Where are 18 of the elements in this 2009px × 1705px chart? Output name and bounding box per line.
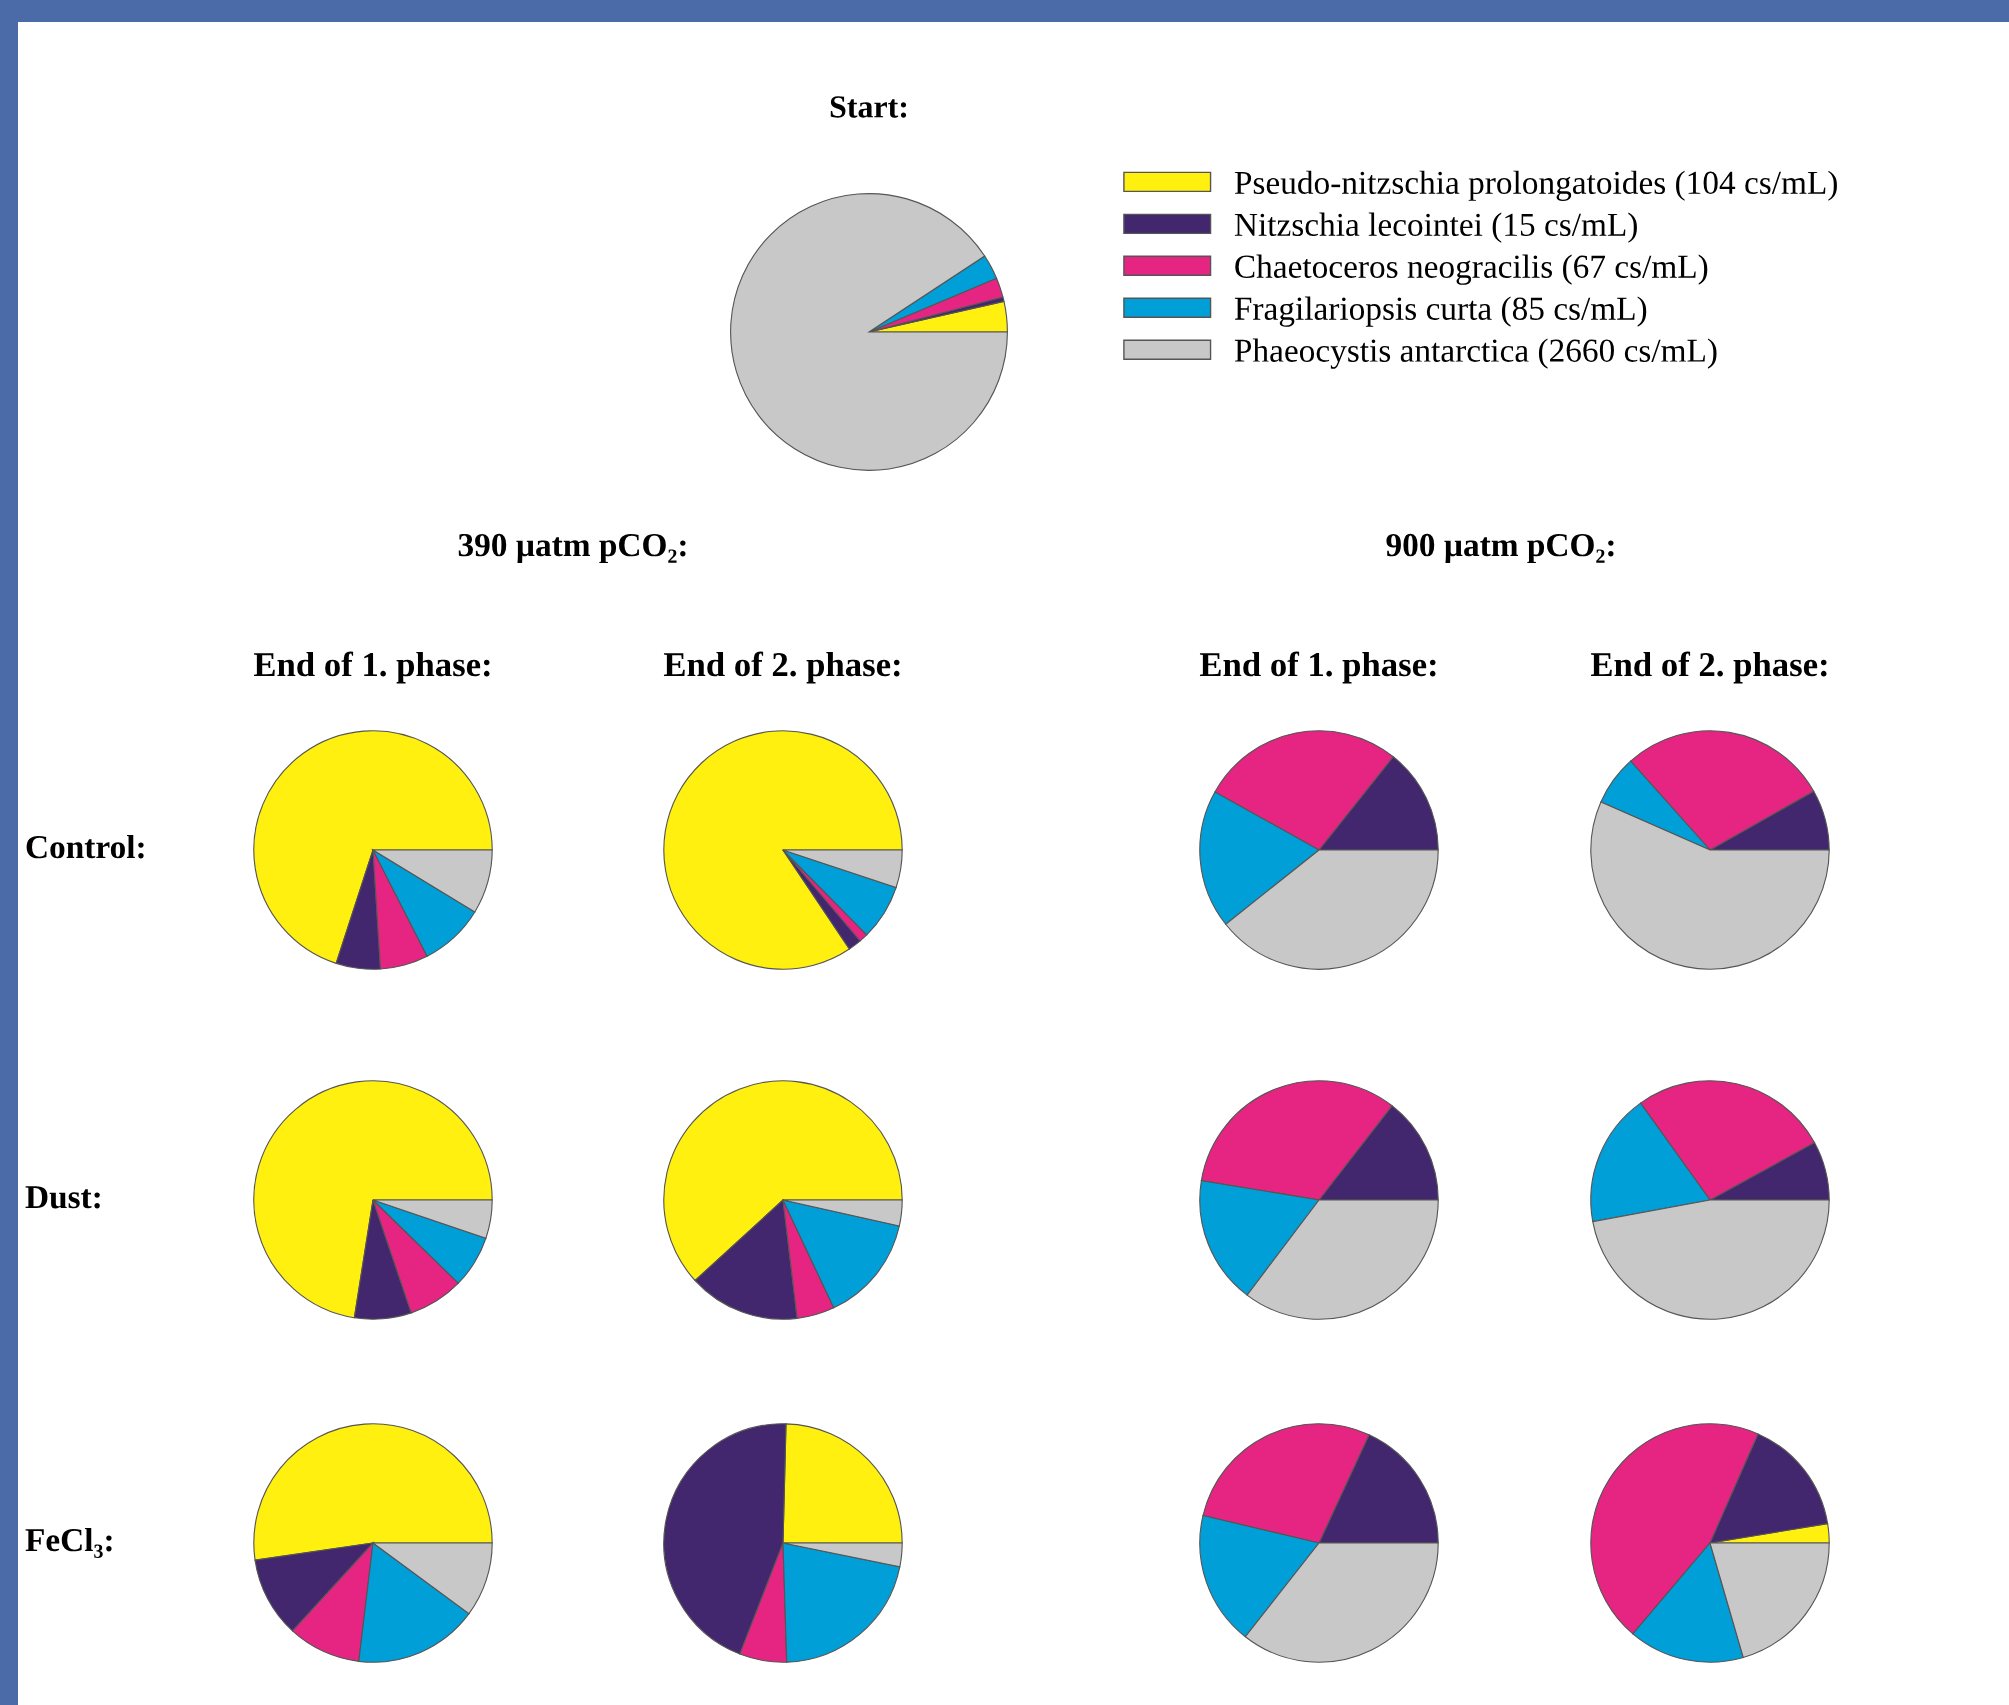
chart-title: Start: [830, 96, 907, 118]
pie-slice [663, 730, 903, 970]
legend-label: Fragilariopsis curta (85 cs/mL) [1234, 296, 1647, 327]
text: 900 µatm pCO₂: [1386, 533, 1614, 564]
legend-label: Pseudo-nitzschia prolongatoides (104 cs/mL) [1234, 170, 1837, 201]
chart-title: End of 2. phase: [1590, 651, 1827, 684]
pie-slice [253, 1080, 493, 1319]
chart-title: End of 1. phase: [253, 651, 490, 684]
text: FeCl₃: [25, 1527, 112, 1558]
chart-title: End of 2. phase: [663, 651, 900, 684]
legend-label: Chaetoceros neogracilis (67 cs/mL) [1235, 254, 1708, 285]
legend-label: Phaeocystis antarctica (2660 cs/mL) [1234, 338, 1717, 369]
chart-title: End of 1. phase: [1199, 651, 1436, 684]
pie-slice [730, 193, 1008, 471]
text: 390 µatm pCO₂: [458, 533, 686, 564]
legend-label: Nitzschia lecointei (15 cs/mL) [1234, 212, 1637, 243]
text: Control: [26, 834, 144, 859]
text: Dust: [25, 1186, 100, 1209]
